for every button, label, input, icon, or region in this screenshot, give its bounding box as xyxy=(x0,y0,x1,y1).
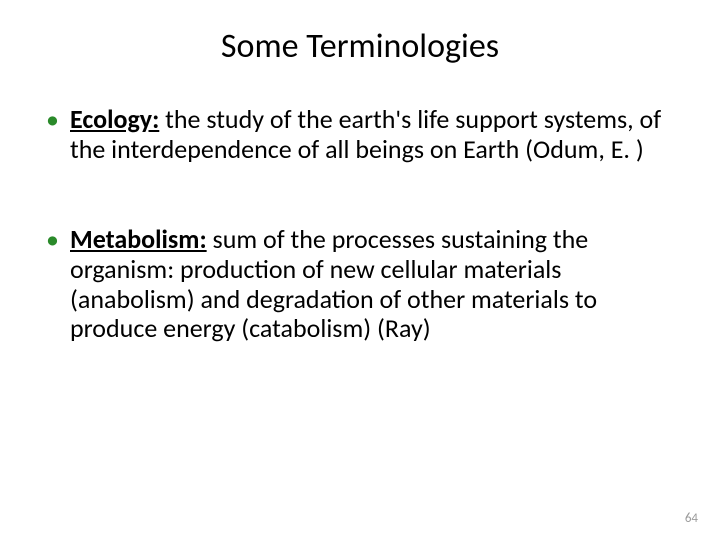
definition-text: the study of the earth's life support sy… xyxy=(70,103,661,165)
list-item: Metabolism: sum of the processes sustain… xyxy=(40,225,680,345)
bullet-list: Ecology: the study of the earth's life s… xyxy=(40,105,680,344)
term-label: Ecology: xyxy=(70,103,159,135)
page-number: 64 xyxy=(685,511,698,526)
slide: Some Terminologies Ecology: the study of… xyxy=(0,0,720,540)
page-title: Some Terminologies xyxy=(40,26,680,67)
list-item: Ecology: the study of the earth's life s… xyxy=(40,105,680,165)
term-label: Metabolism: xyxy=(70,223,207,255)
